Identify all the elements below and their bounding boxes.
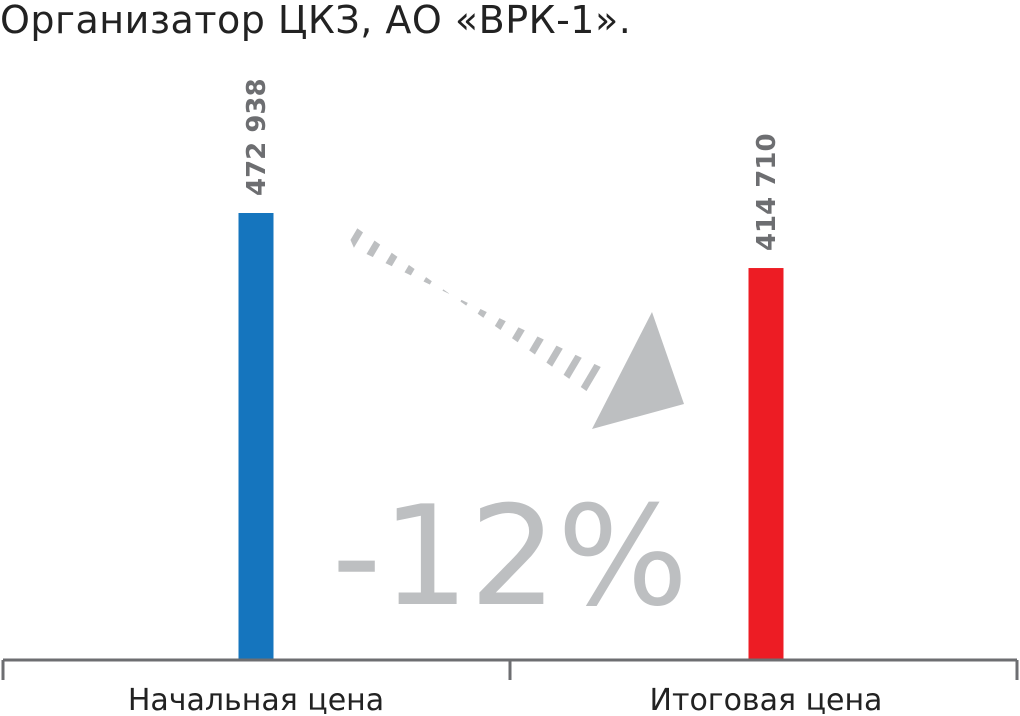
percent-change-annotation: -12%: [332, 476, 689, 637]
bar-value-label-1: 472 938: [242, 78, 272, 196]
category-label-2: Итоговая цена: [650, 683, 883, 716]
decrease-arrow-icon: [340, 216, 684, 429]
category-label-1: Начальная цена: [128, 683, 384, 716]
page-title: Организатор ЦКЗ, АО «ВРК-1».: [0, 0, 632, 42]
bar-1: [238, 213, 274, 660]
bar-value-label-2: 414 710: [752, 133, 782, 251]
bar-2: [748, 268, 784, 660]
x-axis: [1, 658, 1019, 680]
